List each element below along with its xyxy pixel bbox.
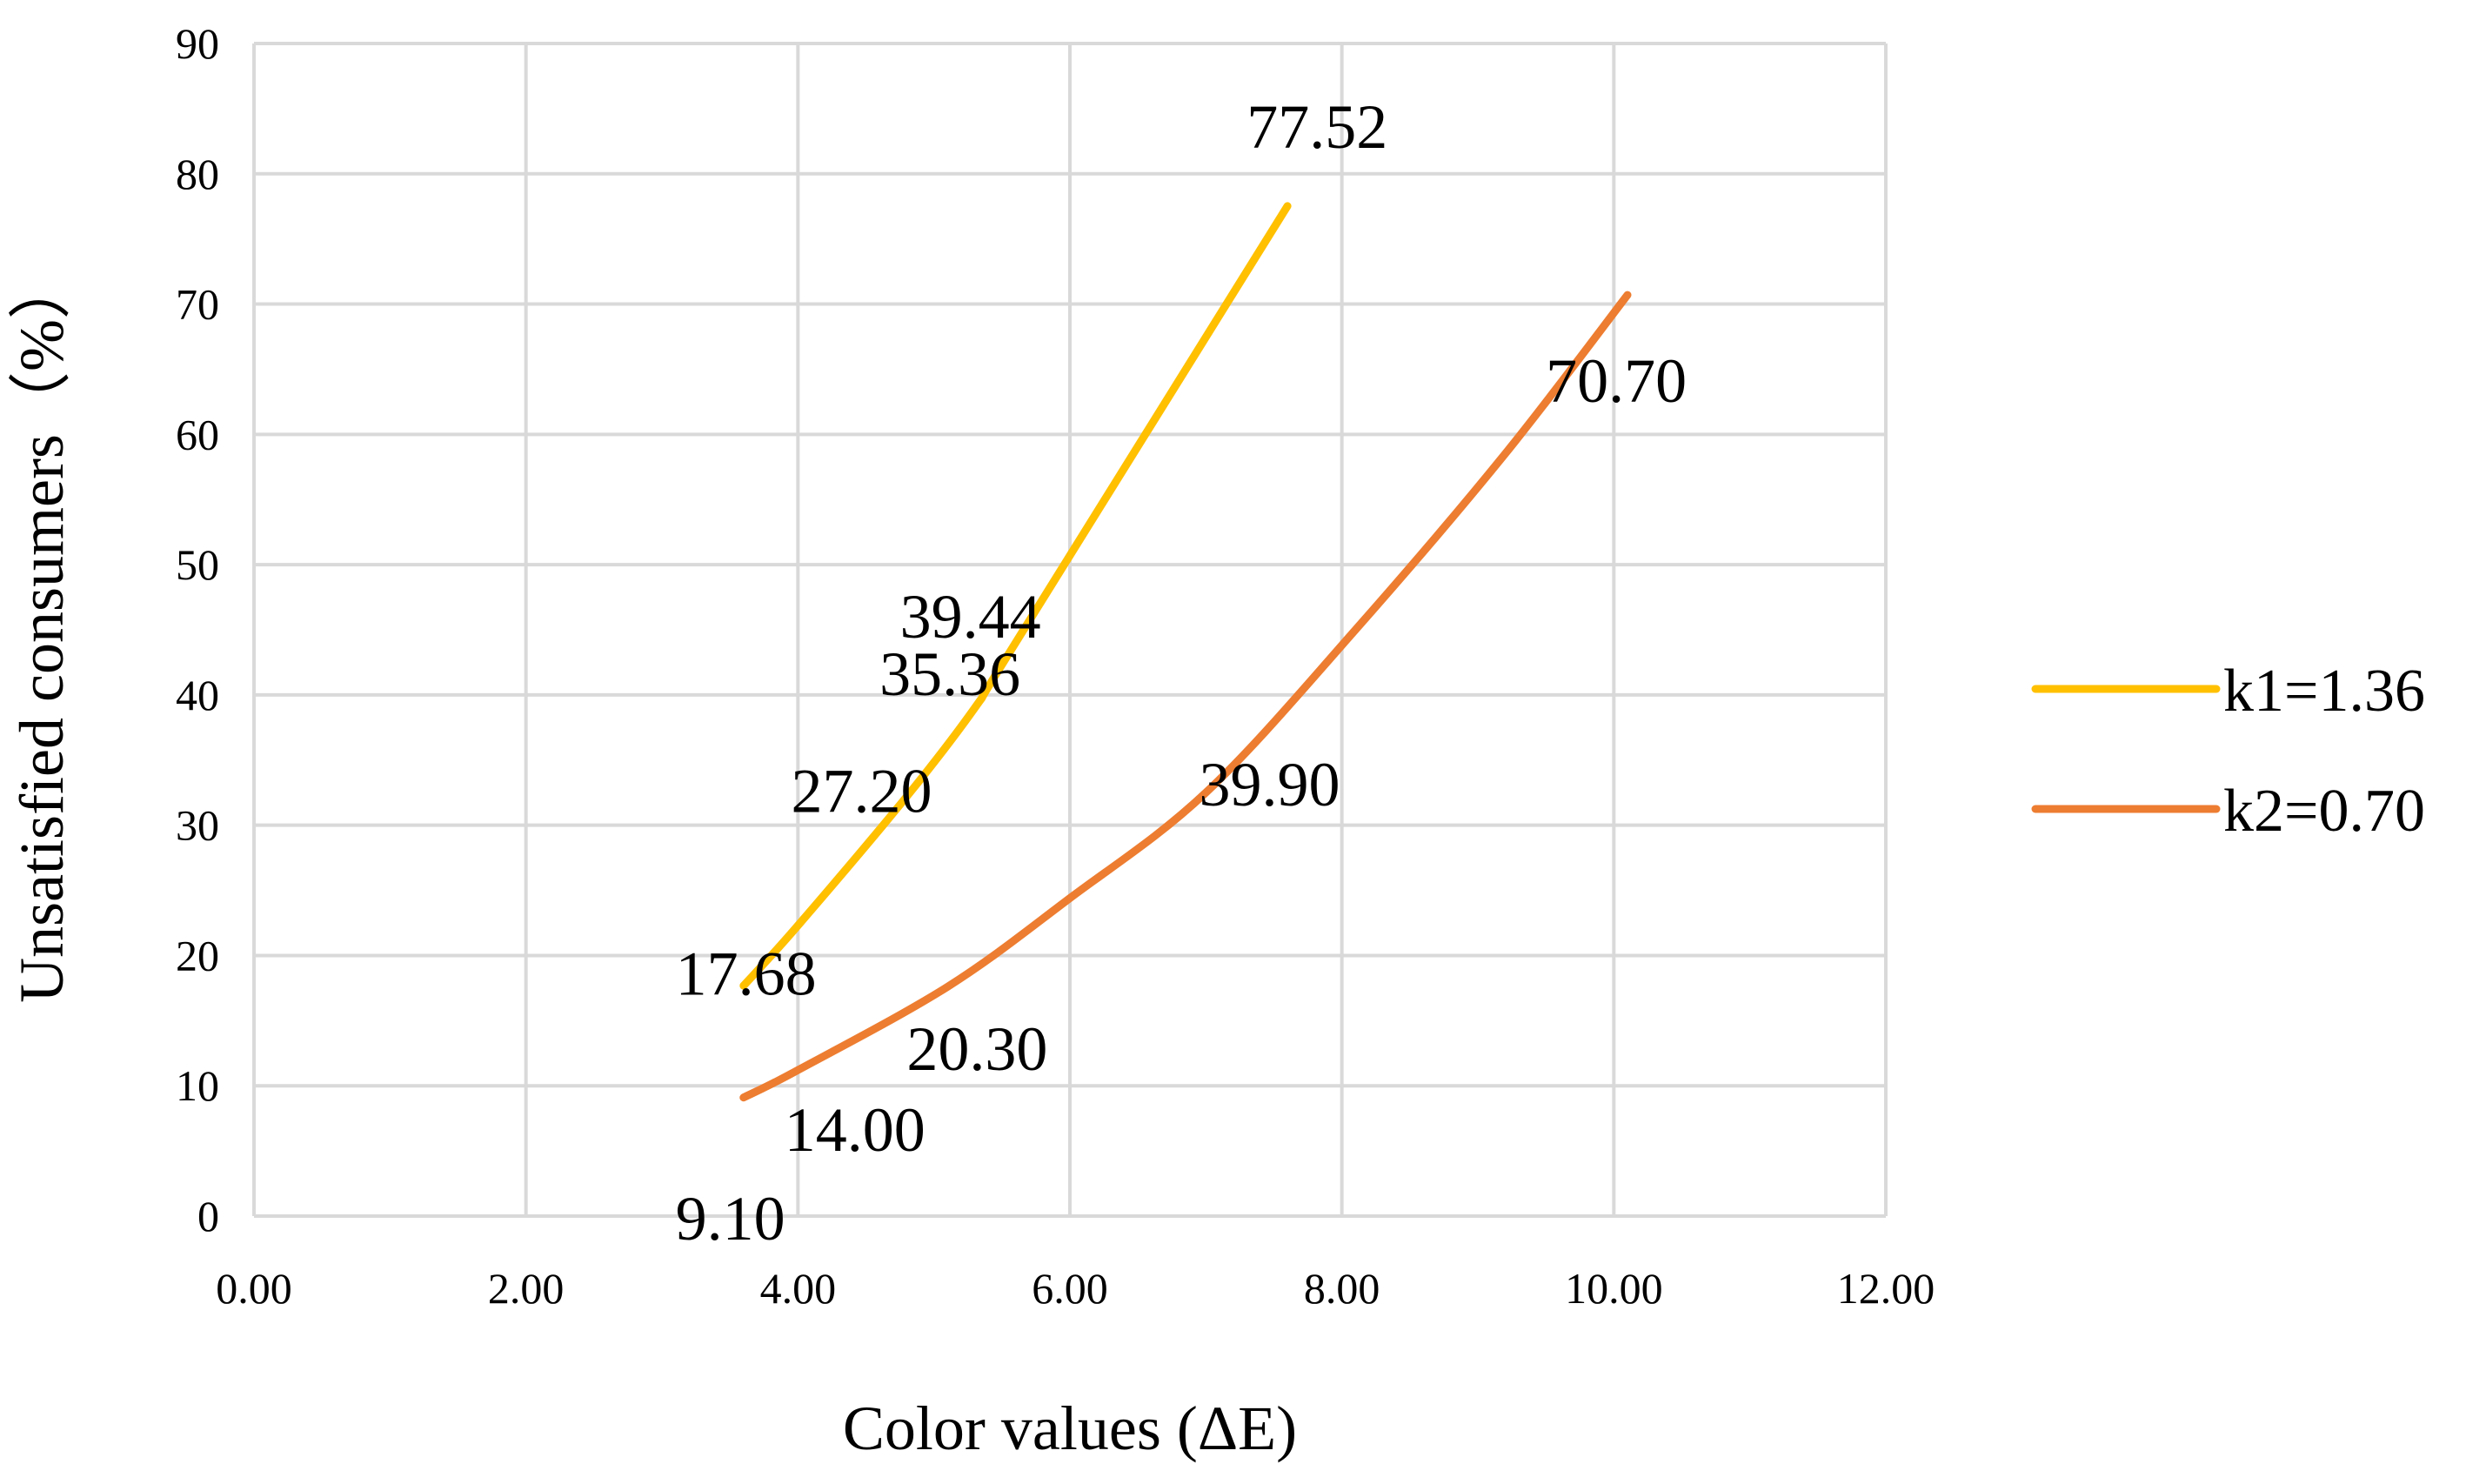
- axes: 0 10 20 30 40 50 60 70 80 90 0.00 2.00 4.00 6.00 8.00 1…: [176, 19, 1935, 1313]
- y-axis-title: Unsatisfied consumers（%）: [7, 257, 77, 1003]
- data-label: 9.10: [676, 1184, 785, 1253]
- series-line-1: [739, 202, 1292, 990]
- x-tick-label: 6.00: [1032, 1264, 1108, 1313]
- x-tick-label: 8.00: [1304, 1264, 1380, 1313]
- data-label: 14.00: [785, 1095, 926, 1165]
- grid: [252, 42, 1888, 1216]
- data-label: 35.36: [879, 639, 1020, 709]
- data-label: 39.44: [900, 582, 1041, 652]
- data-label: 27.20: [792, 757, 932, 826]
- data-label: 70.70: [1546, 346, 1687, 416]
- y-tick-label: 90: [176, 19, 219, 68]
- y-tick-label: 0: [197, 1192, 219, 1240]
- legend-label: k1=1.36: [2223, 658, 2425, 725]
- x-tick-label: 4.00: [760, 1264, 837, 1313]
- y-tick-label: 70: [176, 280, 219, 329]
- y-tick-label: 30: [176, 801, 219, 850]
- data-label: 17.68: [676, 939, 817, 1008]
- series-line-2: [739, 291, 1632, 1102]
- y-tick-label: 50: [176, 540, 219, 589]
- legend-label: k2=0.70: [2223, 778, 2425, 845]
- y-tick-label: 10: [176, 1061, 219, 1110]
- x-tick-label: 12.00: [1837, 1264, 1935, 1313]
- x-tick-label: 2.00: [488, 1264, 565, 1313]
- legend: k1=1.36 k2=0.70: [2031, 658, 2425, 845]
- x-tick-label: 10.00: [1565, 1264, 1663, 1313]
- data-label: 39.90: [1200, 750, 1340, 819]
- y-tick-label: 60: [176, 410, 219, 458]
- x-tick-label: 0.00: [216, 1264, 292, 1313]
- x-axis-title: Color values (ΔE): [843, 1394, 1297, 1463]
- y-tick-label: 20: [176, 931, 219, 979]
- y-tick-label: 80: [176, 150, 219, 198]
- y-tick-label: 40: [176, 671, 219, 719]
- data-label: 77.52: [1246, 92, 1387, 162]
- data-label: 20.30: [906, 1014, 1047, 1084]
- series-lines: [739, 202, 1632, 1102]
